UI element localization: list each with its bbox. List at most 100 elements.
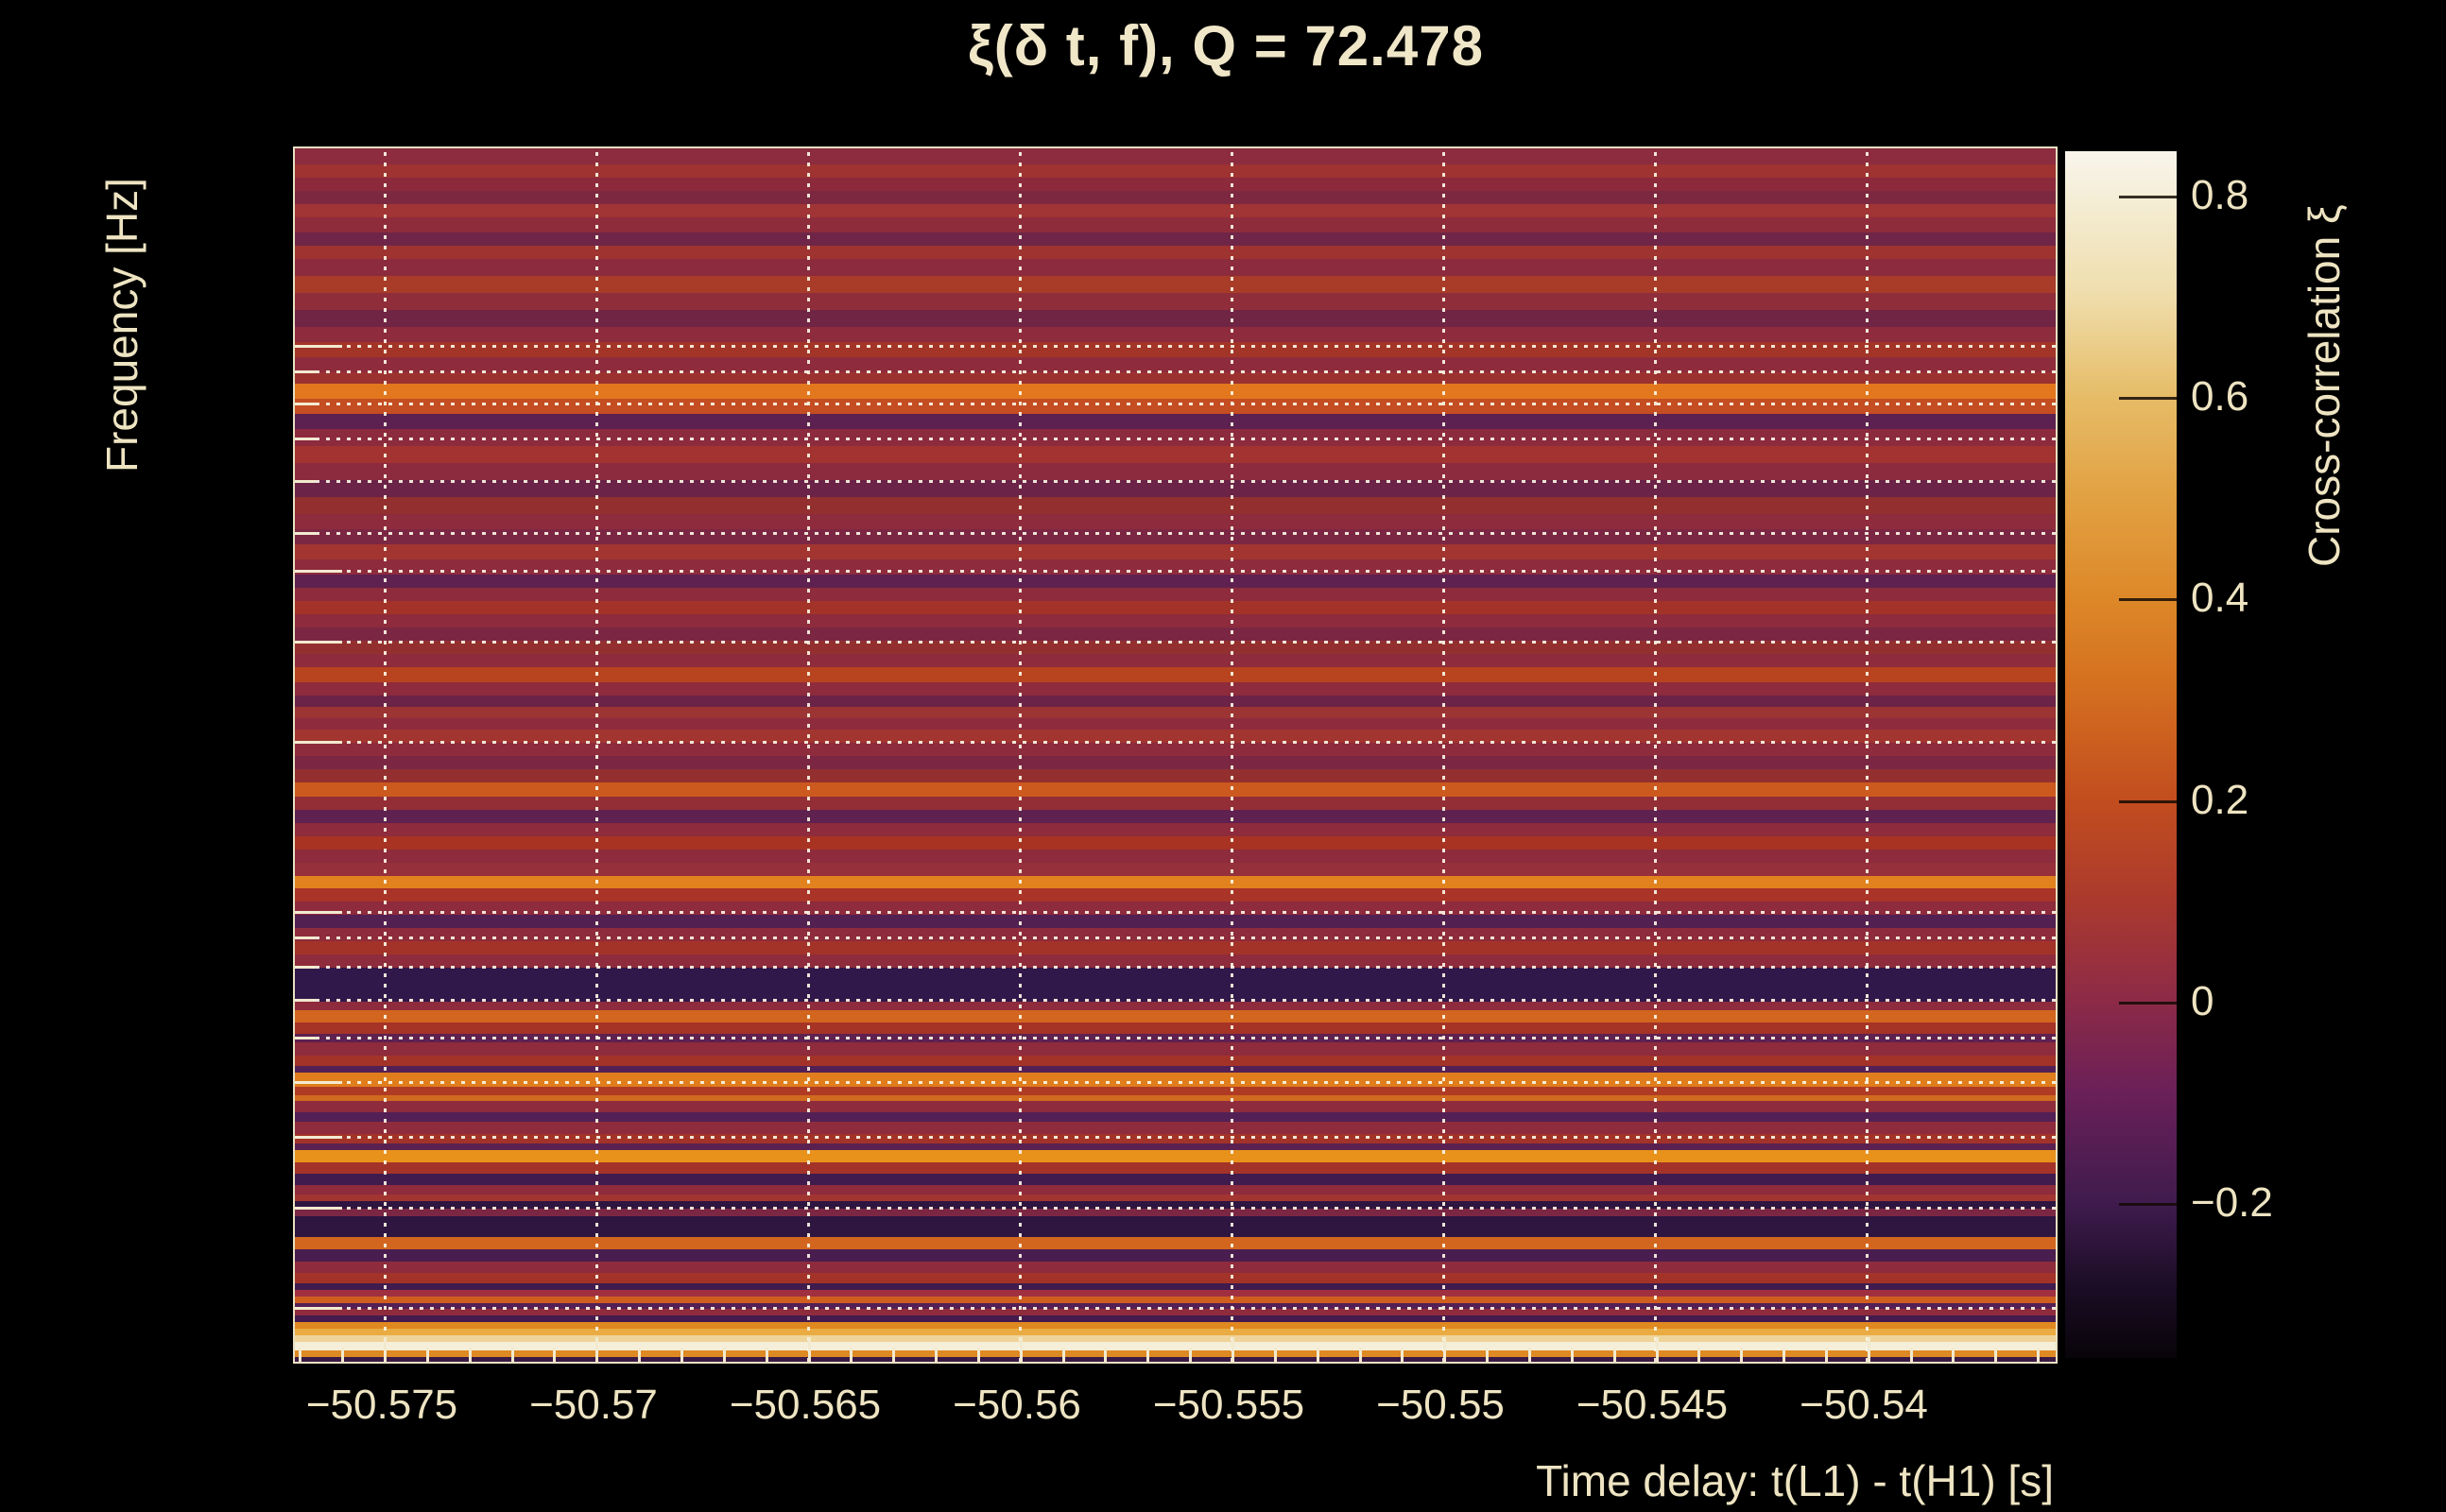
x-tick-mark	[425, 1348, 429, 1362]
h-gridline	[295, 936, 2056, 939]
heatmap-stripe	[295, 1335, 2056, 1342]
y-tick-mark	[295, 480, 316, 483]
heatmap-stripe	[295, 293, 2056, 310]
colorbar-tick-label: 0	[2191, 978, 2214, 1024]
x-tick-mark	[1697, 1348, 1701, 1362]
x-tick-mark	[299, 1348, 302, 1362]
colorbar-tick-label: 0.2	[2191, 777, 2249, 823]
heatmap-stripe	[295, 968, 2056, 1002]
heatmap-stripe	[295, 446, 2056, 463]
x-tick-mark	[341, 1348, 345, 1362]
heatmap-stripe	[295, 1174, 2056, 1185]
v-gridline	[1654, 148, 1657, 1362]
colorbar-tick-label: 0.8	[2191, 172, 2249, 218]
heatmap-stripe	[295, 1073, 2056, 1087]
heatmap-stripe	[295, 1283, 2056, 1290]
colorbar-tick-mark	[2119, 598, 2177, 601]
heatmap-stripe	[295, 1350, 2056, 1357]
y-tick-mark	[295, 532, 316, 535]
colorbar-tick-mark	[2119, 196, 2177, 198]
x-axis-title: Time delay: t(L1) - t(H1) [s]	[1536, 1456, 2054, 1505]
heatmap-stripe	[295, 232, 2056, 246]
heatmap-stripe	[295, 1122, 2056, 1134]
heatmap-stripe	[295, 836, 2056, 850]
x-tick-mark	[1952, 1348, 1955, 1362]
x-tick-mark	[1909, 1348, 1913, 1362]
x-tick-mark	[1232, 1337, 1234, 1362]
x-tick-mark	[1783, 1348, 1786, 1362]
x-tick-mark	[1655, 1337, 1659, 1362]
y-tick-mark	[295, 999, 316, 1002]
h-gridline	[295, 741, 2056, 744]
y-tick-mark	[295, 1037, 316, 1040]
heatmap-stripe	[295, 480, 2056, 497]
heatmap-stripe	[295, 1101, 2056, 1112]
h-gridline	[295, 370, 2056, 373]
colorbar-tick-label: 0.6	[2191, 373, 2249, 420]
x-tick-mark	[1486, 1348, 1490, 1362]
heatmap-stripe	[295, 178, 2056, 191]
heatmap-stripe	[295, 1162, 2056, 1174]
x-tick-mark	[1146, 1348, 1150, 1362]
x-tick-mark	[1612, 1348, 1616, 1362]
heatmap-stripe	[295, 204, 2056, 217]
heatmap-stripe	[295, 1315, 2056, 1322]
v-gridline	[1231, 148, 1233, 1362]
x-tick-mark	[935, 1348, 939, 1362]
v-gridline	[595, 148, 598, 1362]
x-tick-mark	[680, 1348, 683, 1362]
v-gridline	[1019, 148, 1022, 1362]
heatmap-stripe	[295, 1150, 2056, 1162]
heatmap-stripe	[295, 1095, 2056, 1101]
y-tick-mark	[295, 370, 316, 373]
heatmap-stripe	[295, 384, 2056, 399]
heatmap-stripe	[295, 1309, 2056, 1315]
heatmap-stripe	[295, 191, 2056, 204]
h-gridline	[295, 966, 2056, 969]
heatmap-stripe	[295, 1322, 2056, 1329]
heatmap-stripe	[295, 1143, 2056, 1150]
v-gridline	[384, 148, 387, 1362]
heatmap-stripe	[295, 276, 2056, 293]
heatmap-stripe	[295, 1329, 2056, 1335]
h-gridline	[295, 532, 2056, 535]
x-tick-label: −50.57	[529, 1382, 658, 1428]
x-tick-label: −50.55	[1376, 1382, 1505, 1428]
h-gridline	[295, 480, 2056, 483]
h-gridline	[295, 570, 2056, 573]
plot-title: ξ(δ t, f), Q = 72.478	[968, 14, 1484, 77]
heatmap-stripe	[295, 667, 2056, 682]
heatmap-stripe	[295, 601, 2056, 614]
heatmap-stripe	[295, 888, 2056, 902]
heatmap-stripe	[295, 399, 2056, 414]
y-tick-mark	[295, 966, 316, 969]
heatmap-stripe	[295, 1357, 2056, 1362]
x-tick-mark	[1019, 1337, 1023, 1362]
x-tick-label: −50.565	[729, 1382, 882, 1428]
heatmap-stripe	[295, 718, 2056, 730]
heatmap-stripe	[295, 682, 2056, 696]
x-tick-mark	[1740, 1348, 1744, 1362]
heatmap-stripe	[295, 1002, 2056, 1010]
heatmap-stripe	[295, 1022, 2056, 1034]
h-gridline	[295, 345, 2056, 348]
x-tick-mark	[976, 1348, 980, 1362]
heatmap-stripe	[295, 730, 2056, 743]
v-gridline	[1866, 148, 1869, 1362]
x-tick-mark	[892, 1348, 896, 1362]
colorbar-tick-label: 0.4	[2191, 575, 2249, 621]
y-tick-mark	[295, 570, 342, 573]
h-gridline	[295, 999, 2056, 1002]
heatmap-stripe	[295, 707, 2056, 718]
heatmap-stripe	[295, 641, 2056, 654]
x-tick-mark	[468, 1348, 472, 1362]
colorbar-tick-mark	[2119, 1002, 2177, 1005]
heatmap-stripe	[295, 1010, 2056, 1022]
heatmap-stripe	[295, 1042, 2056, 1056]
x-tick-mark	[765, 1348, 768, 1362]
heatmap-stripe	[295, 1087, 2056, 1095]
colorbar-title: Cross-correlation ξ	[2300, 204, 2349, 567]
x-tick-mark	[850, 1348, 853, 1362]
heatmap-stripe	[295, 514, 2056, 529]
